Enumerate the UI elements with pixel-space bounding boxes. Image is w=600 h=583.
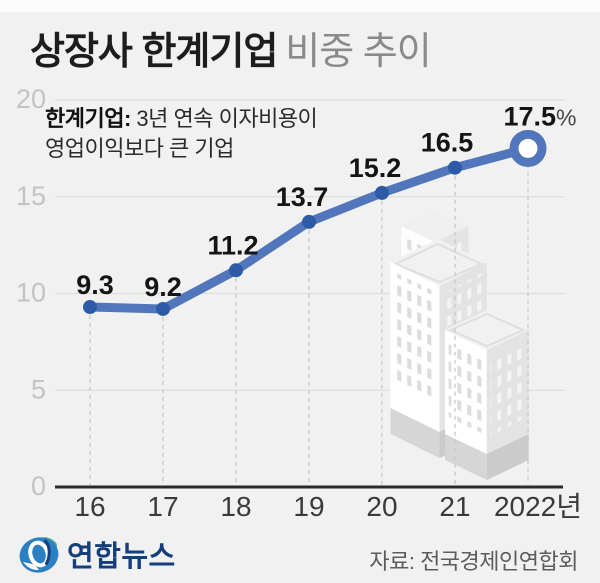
building-windows (394, 272, 436, 404)
building-roof-trim (448, 312, 526, 348)
building-base (390, 408, 440, 458)
footer: 연합뉴스 자료: 전국경제인연합회 (0, 528, 600, 583)
y-tick-label: 0 (31, 471, 46, 501)
building-base (486, 434, 529, 480)
data-point (156, 301, 170, 316)
value-label: 9.2 (144, 272, 182, 302)
y-tick-label: 10 (16, 278, 46, 308)
x-tick-label: 16 (74, 491, 105, 520)
buildings-illustration (390, 211, 529, 480)
top-strip (0, 0, 600, 12)
page-title: 상장사 한계기업 비중 추이 (30, 20, 432, 75)
building-windows (490, 339, 525, 436)
data-point (375, 185, 389, 200)
building-roof (401, 211, 469, 242)
definition-note: 한계기업: 3년 연속 이자비용이 영업이익보다 큰 기업 (45, 104, 318, 164)
logo-globe (19, 537, 59, 573)
note-line-2: 영업이익보다 큰 기업 (45, 136, 234, 161)
building-roof (390, 239, 487, 286)
x-tick-label: 20 (366, 491, 397, 520)
note-term: 한계기업: (45, 106, 131, 131)
x-tick-label: 21 (439, 491, 470, 520)
y-tick-label: 15 (16, 181, 46, 211)
brand-name: 연합뉴스 (67, 541, 176, 573)
brand: 연합뉴스 (18, 532, 176, 576)
y-tick-label: 5 (31, 374, 46, 404)
note-line-1: 한계기업: 3년 연속 이자비용이 (45, 104, 318, 134)
data-point-ring (509, 129, 547, 167)
data-point (83, 300, 97, 315)
data-point (302, 214, 316, 229)
source-credit: 자료: 전국경제인연합회 (369, 549, 578, 574)
value-label: 16.5 (421, 128, 474, 158)
y-tick-label: 20 (16, 85, 46, 114)
value-label: 9.3 (76, 270, 114, 300)
building-base (445, 434, 487, 480)
value-suffix: % (556, 104, 576, 130)
logo-swoosh (23, 562, 39, 571)
line-chart: 9.3 9.2 11.2 13.7 15.2 16.5 17.5% (55, 101, 577, 489)
x-tick-label: 18 (220, 491, 251, 520)
value-label: 15.2 (349, 153, 402, 183)
building-windows (448, 338, 484, 434)
building-roof-trim (393, 242, 484, 284)
value-label: 17.5% (503, 101, 576, 131)
note-text-1: 3년 연속 이자비용이 (136, 106, 318, 131)
x-tick-label: 17 (147, 491, 178, 520)
data-point (448, 160, 462, 175)
title-rest: 비중 추이 (285, 31, 431, 73)
logo-swirl (44, 539, 51, 565)
logo-ring (28, 540, 50, 568)
title-emphasis: 상장사 한계기업 (30, 31, 278, 73)
x-tick-label: 2022년 (494, 491, 582, 520)
data-point (229, 263, 243, 278)
value-label: 13.7 (276, 182, 329, 212)
x-tick-label: 19 (293, 491, 324, 520)
yonhap-globe-icon (19, 537, 59, 573)
value-label: 11.2 (207, 230, 258, 260)
